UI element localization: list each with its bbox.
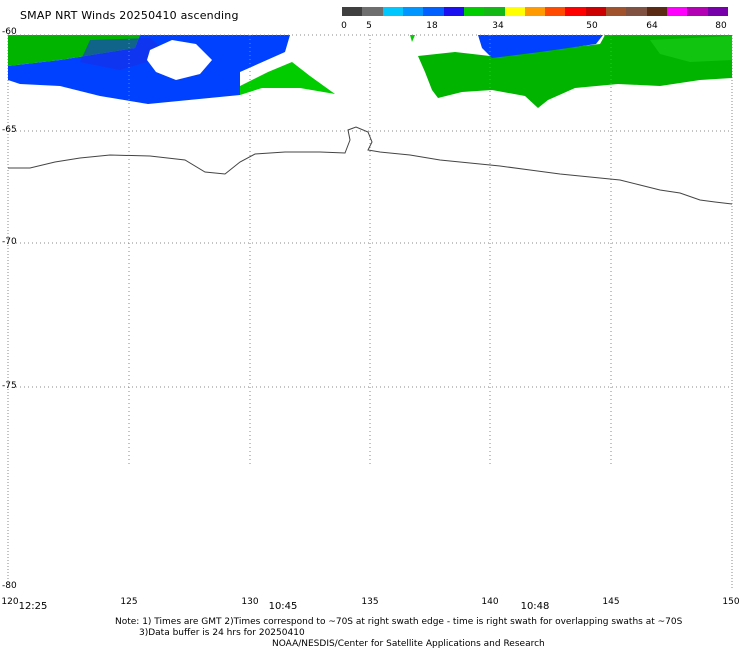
lat-label-75: -75 [2,381,17,391]
lon-label-130: 130 [241,597,259,607]
lon-label-120: 120 [1,597,19,607]
note-line-1: Note: 1) Times are GMT 2)Times correspon… [115,617,683,627]
colorbar-label-50: 50 [586,21,598,31]
note-line-2: 3)Data buffer is 24 hrs for 20250410 [139,628,305,638]
colorbar-segment [646,7,668,16]
colorbar-segment [484,7,506,16]
colorbar-segment [545,7,566,16]
colorbar-label-34: 34 [492,21,504,31]
swath-left [8,35,335,104]
colorbar-segment [707,7,729,16]
colorbar-label-18: 18 [426,21,438,31]
swath-left-blue [8,35,290,104]
swath-right-green [418,35,732,108]
colorbar-segment [626,7,648,16]
map-border [7,35,733,590]
colorbar-label-5: 5 [366,21,372,31]
colorbar-segment [504,7,526,16]
colorbar-segment [362,7,384,16]
swath-right [410,35,732,108]
wind-speed-colorbar [342,7,729,16]
colorbar-segment [687,7,709,16]
lat-label-70: -70 [2,237,17,247]
colorbar-segment [585,7,607,16]
lat-label-80: -80 [2,581,17,591]
lon-label-150: 150 [722,597,740,607]
swath-left-gap [147,40,212,80]
grid-lines [8,34,732,465]
lon-label-140: 140 [481,597,499,607]
colorbar-label-64: 64 [646,21,658,31]
swath-right-blue [478,35,603,58]
colorbar-segment [667,7,688,16]
lon-label-135: 135 [361,597,379,607]
swath-time-3: 10:48 [520,601,550,612]
lon-label-145: 145 [602,597,620,607]
colorbar-segment [423,7,445,16]
swath-time-2: 10:45 [268,601,298,612]
colorbar-segment [402,7,424,16]
antarctic-coastline [8,126,733,205]
colorbar-segment [565,7,587,16]
swath-left-blue-dark [80,38,170,70]
colorbar-segment [382,7,404,16]
colorbar-segment [463,7,485,16]
lat-label-60: -60 [2,27,17,37]
page-title: SMAP NRT Winds 20250410 ascending [20,9,239,22]
swath-right-green-tick [410,35,415,42]
note-line-3: NOAA/NESDIS/Center for Satellite Applica… [272,639,545,649]
colorbar-segment [606,7,627,16]
colorbar-segment [342,7,363,16]
swath-time-1: 12:25 [18,601,48,612]
colorbar-label-80: 80 [715,21,727,31]
lat-label-65: -65 [2,125,17,135]
swath-right-green-light [650,36,732,62]
colorbar-label-0: 0 [341,21,347,31]
colorbar-segment [443,7,465,16]
colorbar-segment [524,7,546,16]
swath-left-green-patch [240,62,335,95]
lon-label-125: 125 [120,597,138,607]
